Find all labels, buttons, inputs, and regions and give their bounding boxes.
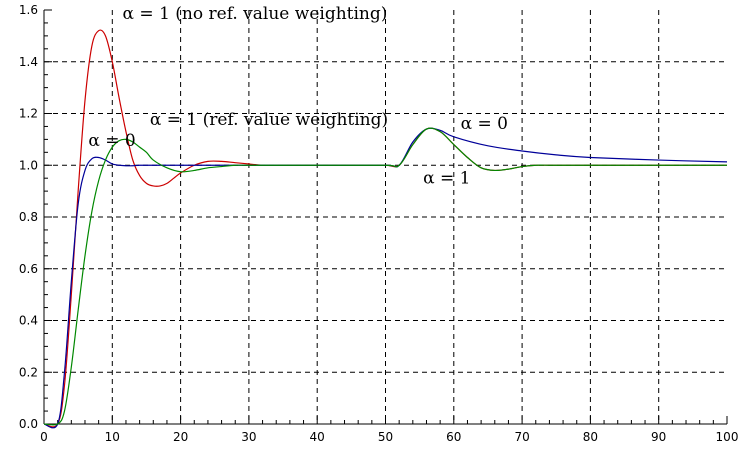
series-line-1 — [43, 127, 728, 429]
x-tick-label: 70 — [514, 430, 529, 444]
annotation-1: α = 1 (ref. value weighting) — [150, 110, 388, 130]
axes — [43, 9, 728, 425]
annotation-0: α = 1 (no ref. value weighting) — [123, 4, 388, 24]
x-tick-label: 20 — [173, 430, 188, 444]
y-tick-label: 1.6 — [19, 3, 38, 17]
y-tick-label: 1.2 — [19, 107, 38, 121]
y-tick-label: 1.4 — [19, 55, 38, 69]
y-tick-labels: 0.0 0.2 0.4 0.6 0.8 1.0 1.2 1.4 1.6 — [19, 3, 38, 431]
x-tick-label: 90 — [651, 430, 666, 444]
x-tick-labels: 0 10 20 30 40 50 60 70 80 90 100 — [40, 430, 738, 444]
x-tick-label: 0 — [40, 430, 48, 444]
y-tick-label: 0.0 — [19, 417, 38, 431]
grid — [44, 10, 727, 424]
x-tick-label: 50 — [378, 430, 393, 444]
x-tick-label: 100 — [716, 430, 739, 444]
y-tick-label: 0.2 — [19, 365, 38, 379]
y-tick-label: 0.6 — [19, 262, 38, 276]
x-tick-label: 10 — [105, 430, 120, 444]
annotation-2: α = 0 — [88, 131, 135, 151]
annotation-3: α = 0 — [461, 114, 508, 134]
x-tick-label: 40 — [310, 430, 325, 444]
series-line-2 — [43, 127, 727, 426]
y-tick-label: 0.8 — [19, 210, 38, 224]
series-lines — [43, 29, 728, 429]
y-tick-label: 1.0 — [19, 158, 38, 172]
annotation-4: α = 1 — [423, 168, 470, 188]
y-tick-label: 0.4 — [19, 314, 38, 328]
x-tick-label: 30 — [241, 430, 256, 444]
x-tick-label: 80 — [583, 430, 598, 444]
x-tick-label: 60 — [446, 430, 461, 444]
annotations: α = 1 (no ref. value weighting) α = 1 (re… — [88, 4, 508, 188]
